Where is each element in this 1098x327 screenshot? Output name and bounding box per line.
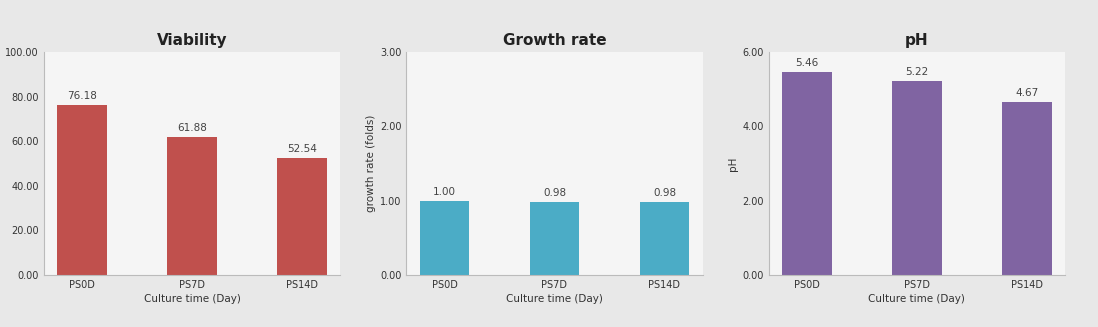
Text: 52.54: 52.54 — [288, 144, 317, 154]
Text: 0.98: 0.98 — [542, 188, 567, 198]
Text: 1.00: 1.00 — [433, 187, 456, 197]
Bar — [1002, 102, 1052, 275]
Text: 4.67: 4.67 — [1016, 88, 1039, 97]
Bar — [892, 81, 942, 275]
X-axis label: Culture time (Day): Culture time (Day) — [506, 294, 603, 304]
X-axis label: Culture time (Day): Culture time (Day) — [144, 294, 240, 304]
Title: pH: pH — [905, 33, 929, 48]
Bar — [278, 158, 327, 275]
Text: 0.98: 0.98 — [653, 188, 676, 198]
X-axis label: Culture time (Day): Culture time (Day) — [869, 294, 965, 304]
Title: Viability: Viability — [157, 33, 227, 48]
Bar — [640, 202, 690, 275]
Y-axis label: pH: pH — [728, 156, 738, 171]
Bar — [782, 72, 831, 275]
Bar — [419, 200, 469, 275]
Text: 5.22: 5.22 — [905, 67, 929, 77]
Y-axis label: growth rate (folds): growth rate (folds) — [366, 115, 376, 212]
Text: 5.46: 5.46 — [795, 58, 818, 68]
Text: 76.18: 76.18 — [67, 91, 97, 101]
Text: 61.88: 61.88 — [177, 123, 208, 133]
Title: Growth rate: Growth rate — [503, 33, 606, 48]
Bar — [57, 105, 107, 275]
Y-axis label: viability (%): viability (%) — [0, 132, 1, 195]
Bar — [529, 202, 580, 275]
Bar — [167, 137, 217, 275]
